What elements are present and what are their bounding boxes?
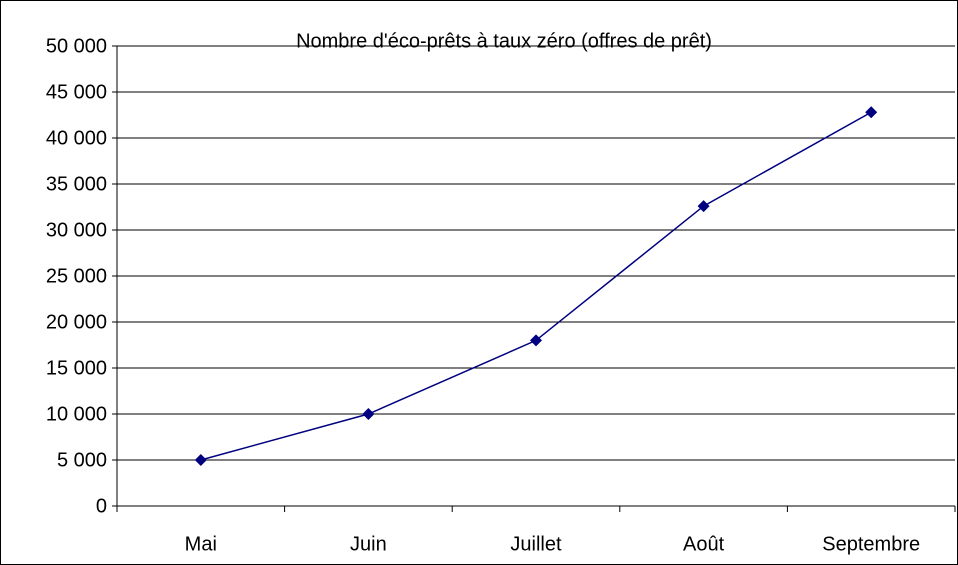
- data-point: [530, 334, 542, 347]
- y-tick-label: 20 000: [46, 311, 107, 333]
- data-point: [194, 454, 207, 466]
- y-tick-label: 15 000: [46, 357, 107, 379]
- x-tick-label: Juillet: [510, 533, 562, 555]
- y-tick-label: 30 000: [46, 219, 107, 241]
- data-point: [697, 200, 710, 213]
- y-tick-label: 25 000: [46, 265, 107, 287]
- chart-title: Nombre d'éco-prêts à taux zéro (offres d…: [296, 30, 712, 52]
- y-tick-label: 50 000: [46, 35, 107, 57]
- data-point: [865, 106, 878, 119]
- x-tick-label: Mai: [185, 533, 217, 555]
- y-tick-label: 35 000: [46, 173, 107, 195]
- x-tick-label: Août: [683, 533, 725, 555]
- x-tick-label: Septembre: [822, 533, 920, 555]
- y-tick-label: 40 000: [46, 127, 107, 149]
- y-tick-label: 5 000: [57, 449, 107, 471]
- y-tick-label: 45 000: [46, 81, 107, 103]
- data-point: [362, 408, 375, 420]
- y-tick-label: 10 000: [46, 403, 107, 425]
- y-tick-label: 0: [96, 495, 107, 517]
- x-tick-label: Juin: [350, 533, 387, 555]
